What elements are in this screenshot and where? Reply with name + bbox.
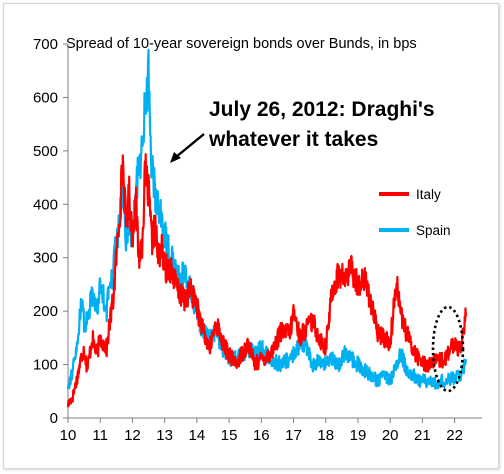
chart-frame: Spread of 10-year sovereign bonds over B… [3, 3, 499, 469]
annotation-line-2: whatever it takes [208, 128, 378, 151]
y-tick-label: 500 [33, 143, 58, 160]
y-tick-label: 300 [33, 250, 58, 267]
series-layer [66, 48, 467, 408]
y-tick-label: 700 [33, 36, 58, 53]
series-line-italy [66, 153, 467, 408]
legend: Italy Spain [379, 187, 451, 238]
highlight-ellipse [431, 305, 465, 393]
y-axis-ticks: 0 100 200 300 400 500 600 700 [33, 36, 68, 427]
x-tick-label: 18 [317, 427, 334, 444]
x-tick-label: 22 [446, 427, 463, 444]
x-tick-label: 10 [60, 427, 77, 444]
annotation-line-1: July 26, 2012: Draghi's [209, 98, 435, 121]
x-tick-label: 17 [285, 427, 302, 444]
x-tick-label: 16 [253, 427, 270, 444]
chart-title: Spread of 10-year sovereign bonds over B… [66, 36, 417, 52]
annotation-arrow [175, 133, 205, 158]
legend-label-italy: Italy [416, 187, 441, 202]
x-tick-label: 12 [124, 427, 141, 444]
x-tick-label: 21 [414, 427, 431, 444]
draghi-annotation: July 26, 2012: Draghi's whatever it take… [170, 98, 435, 163]
legend-label-spain: Spain [416, 223, 451, 238]
x-tick-label: 20 [382, 427, 399, 444]
x-tick-label: 15 [221, 427, 238, 444]
x-axis-ticks: 10 11 12 13 14 15 16 17 18 19 20 21 22 [60, 418, 463, 444]
y-tick-label: 200 [33, 303, 58, 320]
x-tick-label: 14 [189, 427, 206, 444]
y-tick-label: 400 [33, 196, 58, 213]
x-tick-label: 19 [350, 427, 367, 444]
line-chart: Spread of 10-year sovereign bonds over B… [33, 36, 482, 444]
x-tick-label: 13 [156, 427, 173, 444]
y-tick-label: 0 [50, 410, 58, 427]
y-tick-label: 100 [33, 357, 58, 374]
x-tick-label: 11 [92, 427, 108, 444]
y-tick-label: 600 [33, 89, 58, 106]
annotation-arrowhead [170, 152, 181, 163]
